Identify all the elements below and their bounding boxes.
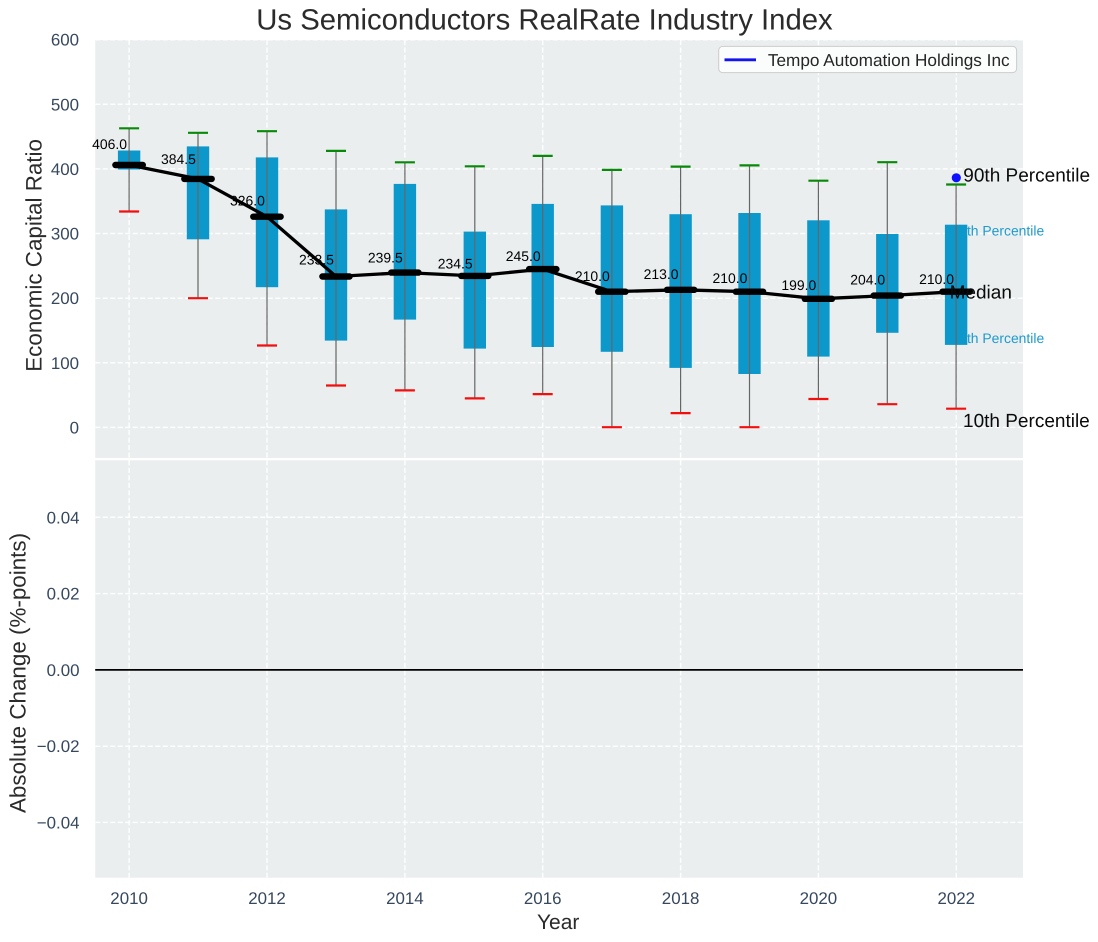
- svg-text:199.0: 199.0: [781, 277, 816, 293]
- svg-text:2010: 2010: [110, 889, 148, 908]
- svg-text:239.5: 239.5: [368, 250, 403, 266]
- svg-text:2016: 2016: [524, 889, 562, 908]
- svg-text:Median: Median: [950, 282, 1012, 303]
- svg-text:−0.02: −0.02: [37, 737, 80, 756]
- svg-text:0.04: 0.04: [47, 508, 80, 527]
- svg-text:0.02: 0.02: [47, 585, 80, 604]
- svg-text:0: 0: [70, 418, 79, 437]
- svg-text:406.0: 406.0: [92, 136, 127, 152]
- svg-text:2022: 2022: [938, 889, 976, 908]
- svg-text:2012: 2012: [248, 889, 286, 908]
- svg-text:0.00: 0.00: [47, 661, 80, 680]
- svg-text:75th Percentile: 75th Percentile: [952, 223, 1045, 239]
- svg-text:Absolute Change (%-points): Absolute Change (%-points): [6, 533, 31, 813]
- svg-text:500: 500: [51, 95, 79, 114]
- svg-text:−0.04: −0.04: [37, 813, 80, 832]
- svg-text:400: 400: [51, 160, 79, 179]
- svg-text:Economic Capital Ratio: Economic Capital Ratio: [22, 139, 47, 372]
- svg-text:2018: 2018: [662, 889, 700, 908]
- svg-text:210.0: 210.0: [919, 271, 954, 287]
- svg-text:210.0: 210.0: [575, 268, 610, 284]
- svg-text:326.0: 326.0: [230, 193, 265, 209]
- svg-text:233.5: 233.5: [299, 252, 334, 268]
- svg-text:Tempo Automation Holdings Inc: Tempo Automation Holdings Inc: [768, 50, 1010, 70]
- svg-text:213.0: 213.0: [644, 266, 679, 282]
- svg-text:25th Percentile: 25th Percentile: [952, 330, 1045, 346]
- svg-text:100: 100: [51, 354, 79, 373]
- svg-text:2020: 2020: [800, 889, 838, 908]
- svg-text:200: 200: [51, 289, 79, 308]
- svg-text:2014: 2014: [386, 889, 424, 908]
- svg-text:Us Semiconductors RealRate Ind: Us Semiconductors RealRate Industry Inde…: [256, 4, 833, 37]
- svg-text:234.5: 234.5: [438, 256, 473, 272]
- svg-text:600: 600: [51, 31, 79, 50]
- svg-text:Year: Year: [537, 911, 579, 934]
- svg-text:204.0: 204.0: [850, 271, 885, 287]
- svg-text:300: 300: [51, 225, 79, 244]
- svg-text:245.0: 245.0: [506, 248, 541, 264]
- svg-text:10th Percentile: 10th Percentile: [963, 411, 1090, 432]
- svg-text:210.0: 210.0: [713, 270, 748, 286]
- svg-text:384.5: 384.5: [161, 151, 196, 167]
- svg-text:90th Percentile: 90th Percentile: [963, 166, 1090, 187]
